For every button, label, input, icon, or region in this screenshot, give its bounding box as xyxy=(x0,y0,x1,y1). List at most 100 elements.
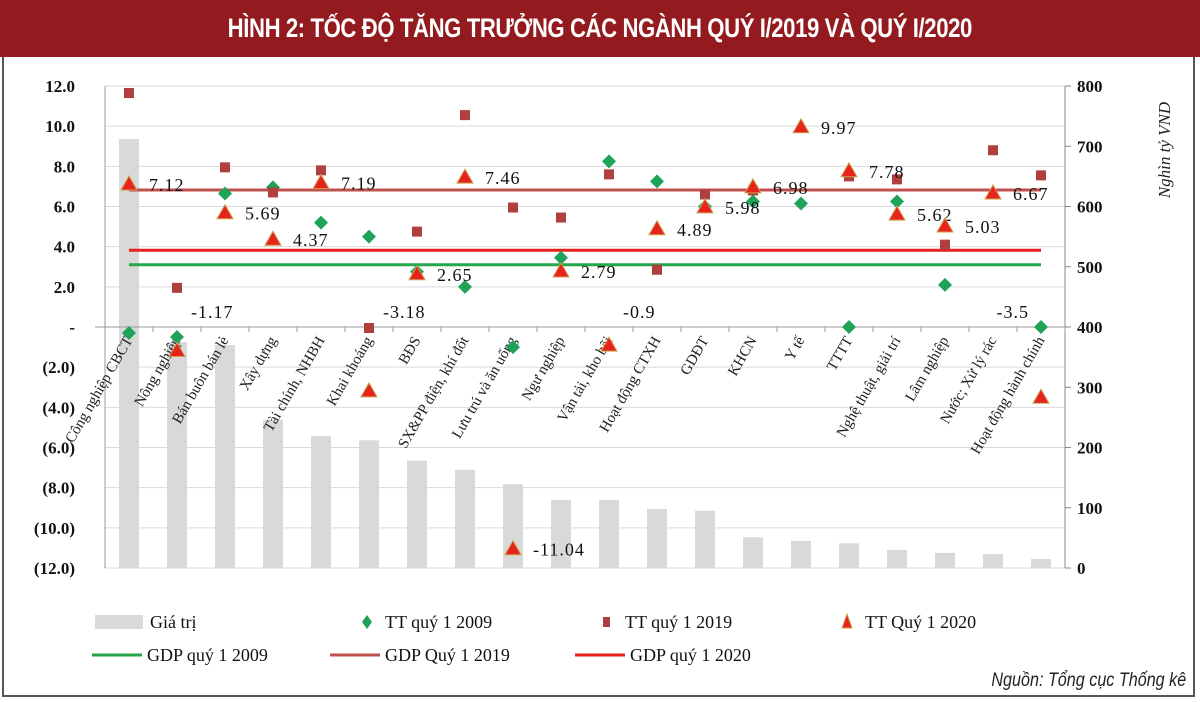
y-left-tick-label: 12.0 xyxy=(45,77,75,96)
legend-swatch-square xyxy=(603,617,610,627)
diamond-marker xyxy=(506,340,520,355)
triangle-marker xyxy=(120,174,138,191)
diamond-marker xyxy=(602,154,616,169)
square-marker xyxy=(940,239,950,250)
y-right-axis-label: Nghìn tỷ VND xyxy=(1155,101,1174,199)
triangle-marker xyxy=(408,264,426,281)
category-label: Khai khoáng xyxy=(324,334,377,409)
triangle-marker xyxy=(312,173,330,190)
bar xyxy=(215,345,235,568)
data-label: -3.18 xyxy=(383,302,426,322)
data-label: 5.98 xyxy=(725,198,761,218)
diamond-marker xyxy=(170,330,184,345)
data-label: 7.46 xyxy=(485,168,521,188)
legend-label: Giá trị xyxy=(150,612,197,632)
square-marker xyxy=(316,165,326,176)
triangle-marker xyxy=(984,184,1002,200)
triangle-marker xyxy=(168,341,186,357)
bar xyxy=(1031,558,1051,568)
triangle-marker xyxy=(936,216,954,233)
data-label: -0.9 xyxy=(623,302,656,322)
square-marker xyxy=(604,169,614,180)
data-label: -1.17 xyxy=(191,302,234,322)
data-label: -3.5 xyxy=(997,302,1030,322)
diamond-marker xyxy=(314,215,328,230)
diamond-marker xyxy=(746,194,760,209)
chart-title: HÌNH 2: TỐC ĐỘ TĂNG TRƯỞNG CÁC NGÀNH QUÝ… xyxy=(0,0,1200,57)
y-left-tick-label: - xyxy=(69,318,75,337)
category-label: Ngư nghiệp xyxy=(519,334,568,404)
bar xyxy=(599,499,619,568)
triangle-marker xyxy=(1032,388,1050,404)
y-left-tick-label: (10.0) xyxy=(34,519,75,538)
data-label: 5.62 xyxy=(917,205,953,225)
data-label: -11.04 xyxy=(533,540,585,560)
data-label: 7.12 xyxy=(149,175,185,195)
legend-swatch-bar xyxy=(95,615,143,629)
data-label: 5.69 xyxy=(245,204,281,224)
triangle-marker xyxy=(552,261,570,278)
legend-label: TT Quý 1 2020 xyxy=(865,612,976,632)
triangle-marker xyxy=(696,197,714,214)
bar xyxy=(647,508,667,568)
category-label: KHCN xyxy=(725,334,760,379)
square-marker xyxy=(220,162,230,173)
legend-swatch-diamond xyxy=(362,615,372,629)
bar xyxy=(695,510,715,568)
diamond-marker xyxy=(218,186,232,201)
y-right-tick-label: 100 xyxy=(1077,499,1103,518)
bar xyxy=(503,484,523,568)
square-marker xyxy=(268,187,278,198)
square-marker xyxy=(652,264,662,275)
y-right-tick-label: 300 xyxy=(1077,378,1103,397)
data-label: 6.98 xyxy=(773,178,809,198)
square-marker xyxy=(460,110,470,121)
data-label: 4.37 xyxy=(293,230,329,250)
triangle-marker xyxy=(888,205,906,221)
bar xyxy=(887,549,907,568)
y-left-tick-label: 4.0 xyxy=(54,238,75,257)
diamond-marker xyxy=(458,279,472,294)
data-label: 2.65 xyxy=(437,265,473,285)
y-left-tick-label: 6.0 xyxy=(54,198,75,217)
triangle-marker xyxy=(792,117,810,134)
y-right-tick-label: 700 xyxy=(1077,137,1103,156)
square-marker xyxy=(556,212,566,223)
y-right-tick-label: 0 xyxy=(1077,559,1086,578)
bar xyxy=(167,342,187,568)
y-left-tick-label: (8.0) xyxy=(42,479,75,498)
data-label: 7.78 xyxy=(869,162,905,182)
bar xyxy=(839,543,859,568)
chart-frame xyxy=(2,57,1195,697)
bar xyxy=(311,436,331,568)
diamond-marker xyxy=(842,320,856,334)
bar xyxy=(263,419,283,568)
bar xyxy=(359,440,379,568)
y-right-tick-label: 800 xyxy=(1077,77,1103,96)
square-marker xyxy=(988,145,998,156)
bar xyxy=(743,537,763,568)
bar xyxy=(791,540,811,568)
diamond-marker xyxy=(362,229,376,244)
triangle-marker xyxy=(504,539,522,556)
category-label: Y tế xyxy=(782,334,808,364)
bar xyxy=(407,460,427,568)
data-label: 2.79 xyxy=(581,262,617,282)
diamond-marker xyxy=(554,250,568,265)
bar xyxy=(935,552,955,568)
y-left-tick-label: 10.0 xyxy=(45,117,75,136)
chart-title-text: HÌNH 2: TỐC ĐỘ TĂNG TRƯỞNG CÁC NGÀNH QUÝ… xyxy=(227,13,973,43)
square-marker xyxy=(364,323,374,334)
category-label: GDĐT xyxy=(678,334,713,378)
diamond-marker xyxy=(1034,320,1048,334)
bar xyxy=(983,554,1003,568)
diamond-marker xyxy=(938,277,952,292)
square-marker xyxy=(1036,170,1046,181)
legend-label: GDP quý 1 2009 xyxy=(147,645,268,665)
diamond-marker xyxy=(650,174,664,189)
triangle-marker xyxy=(456,168,474,184)
y-left-tick-label: (4.0) xyxy=(42,398,75,417)
square-marker xyxy=(700,189,710,200)
legend-label: TT quý 1 2009 xyxy=(385,612,492,632)
